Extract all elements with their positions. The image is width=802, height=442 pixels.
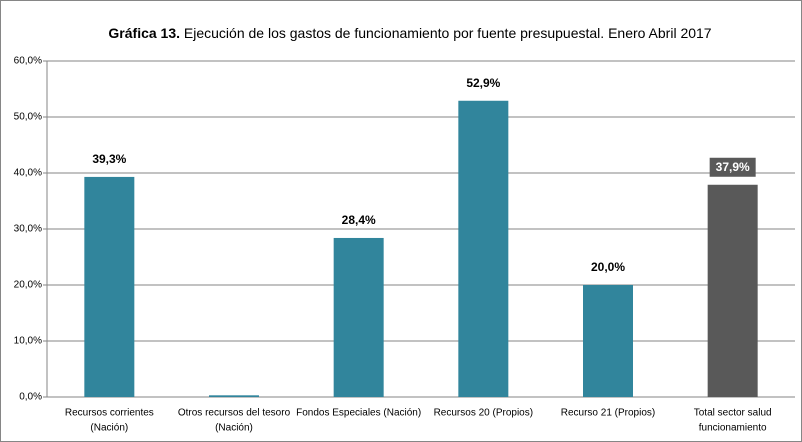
bar: [458, 100, 509, 397]
title-label: Gráfica 13.: [108, 25, 180, 41]
x-tick-label: Otros recursos del tesoro: [178, 408, 291, 419]
y-tick-label: 10,0%: [14, 336, 42, 347]
x-tick-label: Total sector salud: [694, 408, 772, 419]
value-label-box: [709, 157, 756, 177]
value-label: 28,4%: [342, 213, 376, 227]
chart-title: Gráfica 13. Ejecución de los gastos de f…: [108, 25, 711, 41]
y-tick-label: 20,0%: [14, 280, 42, 291]
value-label: 37,9%: [716, 160, 750, 174]
title-text: Ejecución de los gastos de funcionamient…: [184, 25, 712, 41]
x-tick-label: Fondos Especiales (Nación): [296, 408, 421, 419]
y-tick-label: 30,0%: [14, 224, 42, 235]
bar: [333, 237, 384, 397]
y-tick-label: 40,0%: [14, 168, 42, 179]
x-tick-label: (Nación): [215, 423, 253, 434]
value-label: 39,3%: [92, 152, 126, 166]
y-tick-label: 60,0%: [14, 56, 42, 67]
y-tick-label: 0,0%: [19, 392, 42, 403]
value-label: 52,9%: [466, 76, 500, 90]
bar: [84, 176, 135, 397]
value-label: 20,0%: [591, 260, 625, 274]
x-tick-label: Recursos corrientes: [65, 408, 154, 419]
x-tick-label: (Nación): [90, 423, 128, 434]
bar: [707, 184, 758, 397]
y-tick-label: 50,0%: [14, 112, 42, 123]
x-tick-label: Recursos 20 (Propios): [434, 408, 533, 419]
x-tick-label: funcionamiento: [699, 423, 767, 434]
bar: [209, 395, 259, 397]
x-tick-label: Recurso 21 (Propios): [561, 408, 655, 419]
bar: [583, 285, 633, 397]
